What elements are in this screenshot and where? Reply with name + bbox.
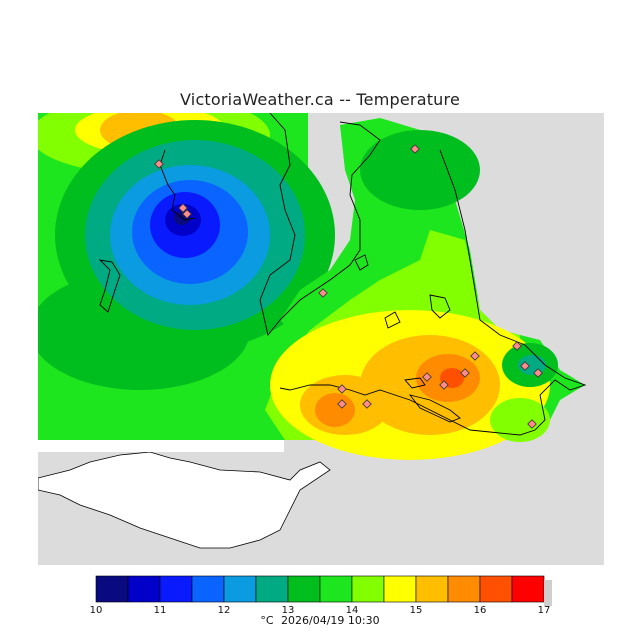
legend-band-0	[95, 575, 129, 603]
map-title: VictoriaWeather.ca -- Temperature	[180, 90, 460, 109]
legend-band-3	[191, 575, 225, 603]
station-marker[interactable]	[439, 380, 449, 390]
legend-tick-5: 15	[410, 605, 423, 616]
legend-tick-7: 17	[538, 605, 551, 616]
legend-footer: °C 2026/04/19 10:30	[0, 614, 640, 627]
unit-label: °C	[260, 614, 274, 627]
timestamp: 2026/04/19 10:30	[281, 614, 380, 627]
station-marker[interactable]	[178, 203, 188, 213]
station-marker[interactable]	[527, 419, 537, 429]
legend-band-5	[255, 575, 289, 603]
temperature-field-west	[38, 113, 335, 440]
legend-band-4	[223, 575, 257, 603]
legend-band-11	[447, 575, 481, 603]
legend-tick-4: 14	[346, 605, 359, 616]
station-marker[interactable]	[410, 144, 420, 154]
legend-tick-3: 13	[282, 605, 295, 616]
coastlines	[98, 113, 587, 436]
legend-band-1	[127, 575, 161, 603]
legend-band-13	[511, 575, 545, 603]
legend-tick-labels: 10 11 12 13 14 15 16 17	[90, 605, 551, 616]
legend-color-bands	[95, 575, 552, 606]
temperature-field-east	[260, 118, 585, 460]
legend-band-7	[319, 575, 353, 603]
station-marker[interactable]	[533, 368, 543, 378]
legend-band-12	[479, 575, 513, 603]
station-marker[interactable]	[512, 341, 522, 351]
station-marker[interactable]	[460, 368, 470, 378]
station-markers	[154, 144, 543, 429]
legend-band-10	[415, 575, 449, 603]
station-marker[interactable]	[154, 159, 164, 169]
station-marker[interactable]	[182, 209, 192, 219]
station-marker[interactable]	[337, 399, 347, 409]
legend-tick-6: 16	[474, 605, 487, 616]
legend-band-6	[287, 575, 321, 603]
legend-band-2	[159, 575, 193, 603]
station-marker[interactable]	[422, 372, 432, 382]
legend-tick-2: 12	[218, 605, 231, 616]
land-outline-south	[38, 451, 331, 549]
legend-band-9	[383, 575, 417, 603]
station-marker[interactable]	[470, 351, 480, 361]
legend-tick-1: 11	[154, 605, 167, 616]
legend-band-8	[351, 575, 385, 603]
legend-tick-0: 10	[90, 605, 103, 616]
station-marker[interactable]	[318, 288, 328, 298]
station-marker[interactable]	[520, 361, 530, 371]
station-marker[interactable]	[362, 399, 372, 409]
station-marker[interactable]	[337, 384, 347, 394]
